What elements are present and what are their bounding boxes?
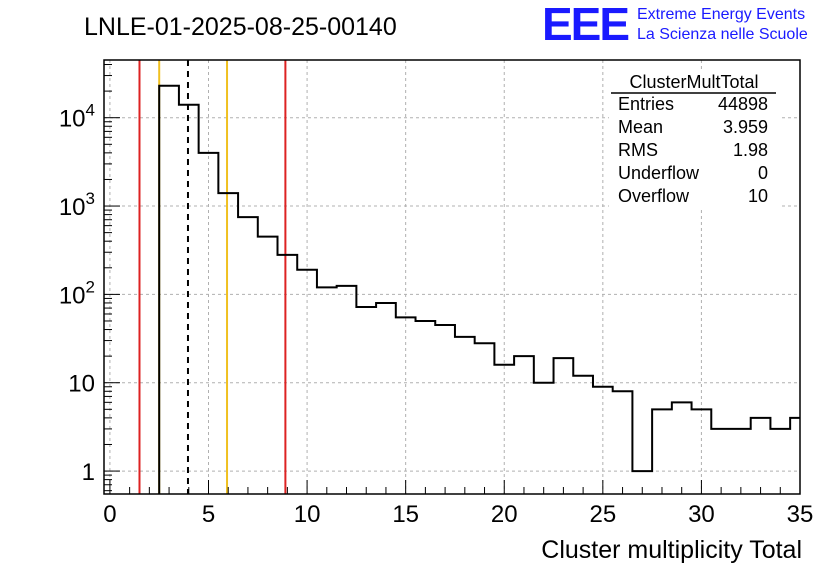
logo-line-2: La Scienza nelle Scuole [637, 26, 808, 43]
histogram-bin [435, 325, 455, 494]
y-tick-label: 10 [68, 371, 95, 398]
y-tick-labels: 1 10 102 103 104 [59, 101, 95, 486]
stats-row-label: RMS [618, 140, 658, 160]
stats-row-label: Entries [618, 94, 674, 114]
x-tick-label: 20 [491, 501, 518, 528]
histogram-bin [790, 418, 800, 494]
histogram-bin [672, 402, 692, 494]
stats-row-value: 3.959 [723, 117, 768, 137]
y-tick-label: 103 [59, 189, 95, 221]
eee-logo: EEE Extreme Energy Events La Scienza nel… [542, 0, 808, 50]
grid [104, 60, 801, 494]
stats-row-label: Overflow [618, 186, 690, 206]
histogram-bin [613, 391, 633, 494]
x-tick-label: 35 [787, 501, 814, 528]
x-tick-label: 15 [392, 501, 419, 528]
histogram-bin [258, 237, 278, 494]
histogram-bin [751, 418, 771, 494]
stats-row-label: Underflow [618, 163, 700, 183]
logo-line-1: Extreme Energy Events [637, 6, 805, 23]
stats-rows: Entries 44898 Mean 3.959 RMS 1.98 Underflow 0 Ov… [618, 94, 768, 206]
x-tick-label: 10 [294, 501, 321, 528]
histogram-bin [573, 376, 593, 494]
x-tick-label: 25 [589, 501, 616, 528]
histogram-bin [159, 86, 179, 494]
eee-logo-text: EEE [542, 0, 628, 50]
y-tick-label: 1 [82, 459, 95, 486]
y-tick-label: 104 [59, 101, 95, 133]
stats-row-label: Mean [618, 117, 663, 137]
histogram-bin [416, 321, 436, 494]
x-tick-labels: 0 5 10 15 20 25 30 35 [103, 501, 813, 528]
stats-row-value: 0 [758, 163, 768, 183]
stats-row-value: 10 [748, 186, 768, 206]
histogram-bin [770, 429, 790, 494]
stats-row-value: 1.98 [733, 140, 768, 160]
x-tick-label: 30 [688, 501, 715, 528]
histogram-bin [711, 429, 731, 494]
histogram-outline [158, 84, 800, 494]
histogram-bin [297, 270, 317, 494]
histogram-bin [514, 356, 534, 494]
histogram-bin [652, 409, 672, 494]
stats-box-title: ClusterMultTotal [629, 72, 758, 92]
stats-row-value: 44898 [718, 94, 768, 114]
histogram-bin [376, 303, 396, 494]
x-tick-label: 0 [103, 501, 116, 528]
chart-title: LNLE-01-2025-08-25-00140 [84, 13, 397, 41]
histogram-bin [554, 358, 574, 494]
axis-ticks [104, 64, 801, 494]
histogram-bin [731, 429, 751, 494]
histogram-bin [278, 255, 298, 494]
x-tick-label: 5 [202, 501, 215, 528]
stats-box: ClusterMultTotal Entries 44898 Mean 3.959 RM… [609, 70, 779, 210]
histogram-bin [455, 337, 475, 494]
reference-lines [138, 60, 287, 494]
x-axis-label: Cluster multiplicity Total [541, 536, 802, 564]
histogram-bin [534, 383, 554, 494]
histogram-bin [337, 286, 357, 494]
histogram-bin [317, 287, 337, 494]
histogram-bin [356, 307, 376, 494]
histogram-bin [218, 193, 238, 494]
plot-frame [103, 59, 801, 495]
histogram-bin [238, 217, 258, 494]
y-tick-label: 102 [59, 277, 95, 309]
